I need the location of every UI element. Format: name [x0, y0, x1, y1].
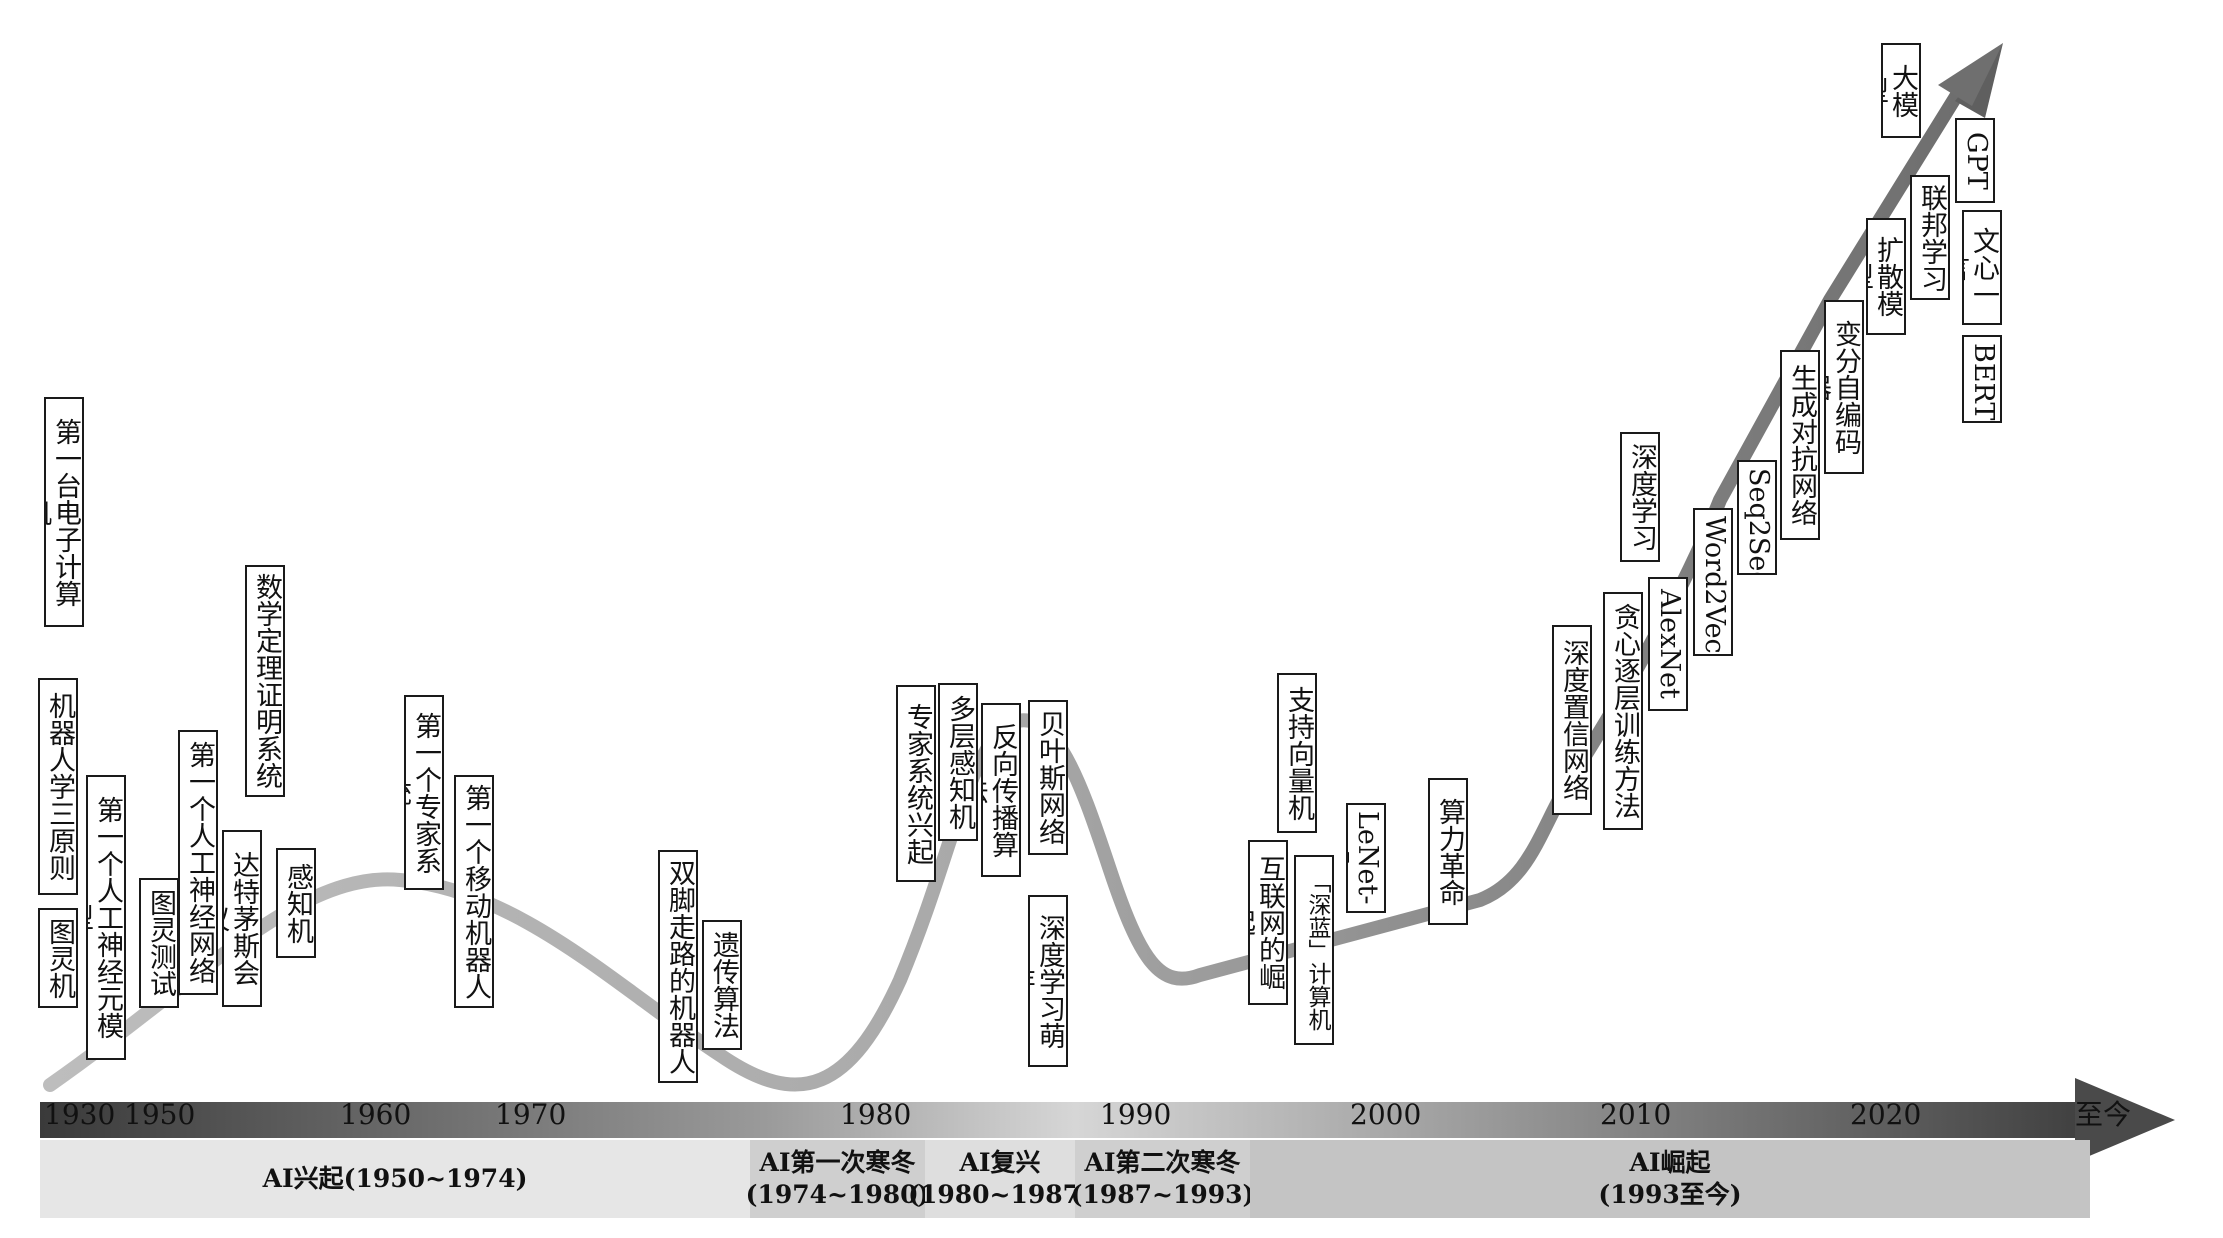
year-label: 1970 [495, 1098, 567, 1131]
era-range: (1993至今) [1598, 1180, 1742, 1209]
year-label: 1960 [340, 1098, 412, 1131]
event-box: 互联网的崛起 [1248, 840, 1288, 1005]
event-box: GPT [1955, 118, 1995, 203]
year-label: 1950 [124, 1098, 196, 1131]
year-label: 1990 [1100, 1098, 1172, 1131]
year-label: 2020 [1850, 1098, 1922, 1131]
year-label: 2000 [1350, 1098, 1422, 1131]
event-box: 支持向量机 [1277, 673, 1317, 833]
event-box: AlexNet [1648, 577, 1688, 711]
event-box: 扩散模型 [1866, 218, 1906, 335]
era-label: AI兴起(1950~1974) [262, 1164, 528, 1193]
era-range: (1987~1993) [1070, 1180, 1255, 1209]
year-label: 1980 [840, 1098, 912, 1131]
event-box: 反向传播算法 [981, 703, 1021, 877]
event-box: 大模型 [1881, 43, 1921, 138]
event-box: 第一个移动机器人 [454, 775, 494, 1008]
timeline-axis [40, 1102, 2110, 1138]
event-box: 生成对抗网络 [1780, 350, 1820, 540]
era-name: AI复兴 [959, 1148, 1041, 1177]
event-box: 达特茅斯会议 [222, 830, 262, 1007]
event-box: 贪心逐层训练方法 [1603, 592, 1643, 830]
event-box: 变分自编码器 [1824, 300, 1864, 474]
event-box: 联邦学习 [1910, 175, 1950, 300]
era-ai-rise: AI兴起(1950~1974) [40, 1140, 750, 1218]
event-box: 专家系统兴起 [896, 685, 936, 882]
event-box: 算力革命 [1428, 778, 1468, 925]
event-box: Word2Vec [1693, 508, 1733, 656]
era-first-winter: AI第一次寒冬 (1974~1980) [746, 1140, 929, 1218]
event-box: 深度置信网络 [1552, 625, 1592, 815]
timeline-arrowhead [2075, 1078, 2175, 1162]
event-box: 深度学习萌芽 [1028, 895, 1068, 1067]
event-box: 图灵机 [38, 908, 78, 1008]
event-box: 「深蓝」计算机 [1294, 855, 1334, 1045]
event-box: Seq2Seq [1737, 460, 1777, 575]
era-name: AI第一次寒冬 [759, 1148, 916, 1177]
event-box: 感知机 [276, 848, 316, 958]
event-box: 第一个专家系统 [404, 695, 444, 890]
era-name: AI崛起 [1629, 1148, 1711, 1177]
event-box: 文心一言 [1962, 210, 2002, 325]
event-box: 机器人学三原则 [38, 678, 78, 895]
event-box: 图灵测试 [139, 878, 179, 1008]
era-range: (1980~1987) [908, 1180, 1092, 1209]
era-name: AI第二次寒冬 [1084, 1148, 1241, 1177]
event-box: BERT [1962, 335, 2002, 423]
year-label: 2010 [1600, 1098, 1672, 1131]
era-second-winter: AI第二次寒冬 (1987~1993) [1071, 1140, 1254, 1218]
event-box: 遗传算法 [702, 920, 742, 1050]
era-revival: AI复兴 (1980~1987) [908, 1140, 1092, 1218]
event-box: 双脚走路的机器人 [658, 850, 698, 1083]
year-label: 1930 [44, 1098, 116, 1131]
event-box: 数学定理证明系统 [245, 565, 285, 797]
era-range: (1974~1980) [745, 1180, 930, 1209]
event-box: 多层感知机 [938, 683, 978, 841]
era-ai-boom: AI崛起 (1993至今) [1250, 1140, 2090, 1218]
event-box: 第一个人工神经网络 [178, 730, 218, 995]
event-box: 第一个人工神经元模型 [86, 775, 126, 1060]
timeline-end-label: 至今 [2075, 1098, 2132, 1131]
event-box: LeNet-5 [1346, 803, 1386, 913]
event-box: 贝叶斯网络 [1028, 700, 1068, 855]
event-box: 深度学习 [1620, 432, 1660, 562]
